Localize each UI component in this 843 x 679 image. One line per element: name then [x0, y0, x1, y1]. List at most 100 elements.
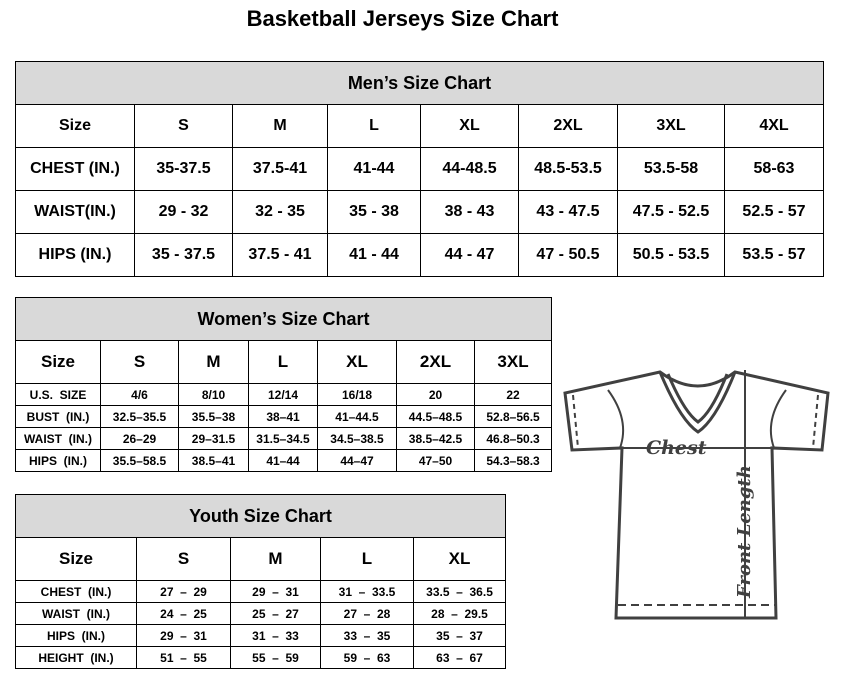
row-label: Size [15, 537, 137, 581]
size-header: 4XL [724, 104, 824, 148]
table-cell: 38.5–41 [178, 449, 249, 472]
table-cell: 32 - 35 [232, 190, 328, 234]
table-cell: 59 – 63 [320, 646, 414, 669]
row-label: HIPS (IN.) [15, 624, 137, 647]
table-cell: 22 [473, 383, 553, 406]
chest-label: Chest [646, 437, 707, 459]
table-cell: 35.5–58.5 [100, 449, 179, 472]
table-cell: 35-37.5 [134, 147, 233, 191]
size-header: XL [420, 104, 519, 148]
size-header: 2XL [396, 340, 475, 384]
row-label: BUST (IN.) [15, 405, 101, 428]
table-cell: 58-63 [724, 147, 824, 191]
collar-outer [658, 371, 737, 434]
size-header: S [134, 104, 233, 148]
row-label: HIPS (IN.) [15, 449, 101, 472]
table-cell: 20 [396, 383, 475, 406]
table-cell: 47 - 50.5 [518, 233, 618, 277]
table-cell: 24 – 25 [136, 602, 231, 625]
table-cell: 29 - 32 [134, 190, 233, 234]
row-label: HEIGHT (IN.) [15, 646, 137, 669]
table-cell: 35.5–38 [178, 405, 249, 428]
table-cell: 54.3–58.3 [473, 449, 553, 472]
size-header: 3XL [473, 340, 553, 384]
youth-size-table: Youth Size Chart Size S M L XL CHEST (IN.) 27 –… [14, 494, 507, 669]
table-row: BUST (IN.) 32.5–35.5 35.5–38 38–41 41–44.5 44… [15, 405, 553, 428]
table-cell: 35 – 37 [412, 624, 507, 647]
row-label: WAIST (IN.) [15, 427, 101, 450]
table-cell: 44–47 [317, 449, 397, 472]
womens-size-table: Women’s Size Chart Size S M L XL 2XL 3XL U.S. SI… [14, 297, 553, 472]
table-cell: 44.5–48.5 [396, 405, 475, 428]
table-cell: 12/14 [248, 383, 318, 406]
row-label: WAIST (IN.) [15, 602, 137, 625]
table-cell: 32.5–35.5 [100, 405, 179, 428]
table-row: WAIST (IN.) 26–29 29–31.5 31.5–34.5 34.5–38.… [15, 427, 553, 450]
row-label: CHEST (IN.) [15, 580, 137, 603]
table-row: CHEST (IN.) 27 – 29 29 – 31 31 – 33.5 33.5 –… [15, 580, 507, 603]
size-header: 2XL [518, 104, 618, 148]
table-row: U.S. SIZE 4/6 8/10 12/14 16/18 20 22 [15, 383, 553, 406]
table-cell: 37.5 - 41 [232, 233, 328, 277]
table-cell: 25 – 27 [230, 602, 321, 625]
row-label: Size [15, 340, 101, 384]
row-label: CHEST (IN.) [15, 147, 135, 191]
table-cell: 41 - 44 [327, 233, 421, 277]
table-cell: 8/10 [178, 383, 249, 406]
table-cell: 31 – 33.5 [320, 580, 414, 603]
size-header-row: Size S M L XL 2XL 3XL 4XL [15, 104, 824, 148]
jersey-diagram: Chest Front Length [563, 370, 830, 620]
table-cell: 28 – 29.5 [412, 602, 507, 625]
table-cell: 48.5-53.5 [518, 147, 618, 191]
mens-size-table: Men’s Size Chart Size S M L XL 2XL 3XL 4XL CHEST … [15, 61, 824, 277]
table-cell: 41–44 [248, 449, 318, 472]
table-row: HIPS (IN.) 35.5–58.5 38.5–41 41–44 44–47 47–5… [15, 449, 553, 472]
table-cell: 51 – 55 [136, 646, 231, 669]
table-cell: 29–31.5 [178, 427, 249, 450]
table-cell: 33 – 35 [320, 624, 414, 647]
size-header-row: Size S M L XL [15, 537, 507, 581]
front-length-label: Front Length [734, 465, 755, 599]
size-header: M [232, 104, 328, 148]
table-cell: 29 – 31 [136, 624, 231, 647]
table-cell: 16/18 [317, 383, 397, 406]
table-cell: 41–44.5 [317, 405, 397, 428]
table-row: HIPS (IN.) 29 – 31 31 – 33 33 – 35 35 – 37 [15, 624, 507, 647]
jersey-outline [563, 370, 830, 620]
table-cell: 52.5 - 57 [724, 190, 824, 234]
table-cell: 27 – 29 [136, 580, 231, 603]
table-cell: 52.8–56.5 [473, 405, 553, 428]
table-row: WAIST(IN.) 29 - 32 32 - 35 35 - 38 38 - 43 43… [15, 190, 824, 234]
table-cell: 38.5–42.5 [396, 427, 475, 450]
table-cell: 33.5 – 36.5 [412, 580, 507, 603]
table-cell: 37.5-41 [232, 147, 328, 191]
table-cell: 29 – 31 [230, 580, 321, 603]
table-cell: 41-44 [327, 147, 421, 191]
size-header: L [327, 104, 421, 148]
table-cell: 4/6 [100, 383, 179, 406]
table-cell: 55 – 59 [230, 646, 321, 669]
collar-inner [666, 373, 729, 424]
table-cell: 31 – 33 [230, 624, 321, 647]
youth-table-title: Youth Size Chart [14, 494, 507, 538]
table-row: HIPS (IN.) 35 - 37.5 37.5 - 41 41 - 44 44 - … [15, 233, 824, 277]
row-label: HIPS (IN.) [15, 233, 135, 277]
size-header: S [100, 340, 179, 384]
table-row: WAIST (IN.) 24 – 25 25 – 27 27 – 28 28 – 29.… [15, 602, 507, 625]
table-cell: 26–29 [100, 427, 179, 450]
size-header: M [230, 537, 321, 581]
table-cell: 43 - 47.5 [518, 190, 618, 234]
table-row: HEIGHT (IN.) 51 – 55 55 – 59 59 – 63 63 – 67 [15, 646, 507, 669]
table-cell: 31.5–34.5 [248, 427, 318, 450]
size-header: L [320, 537, 414, 581]
table-cell: 34.5–38.5 [317, 427, 397, 450]
table-cell: 63 – 67 [412, 646, 507, 669]
women-table-title: Women’s Size Chart [14, 297, 553, 341]
table-cell: 44 - 47 [420, 233, 519, 277]
table-cell: 38 - 43 [420, 190, 519, 234]
row-label: WAIST(IN.) [15, 190, 135, 234]
page-title: Basketball Jerseys Size Chart [246, 6, 559, 31]
table-cell: 53.5-58 [617, 147, 725, 191]
row-label: U.S. SIZE [15, 383, 101, 406]
table-cell: 38–41 [248, 405, 318, 428]
